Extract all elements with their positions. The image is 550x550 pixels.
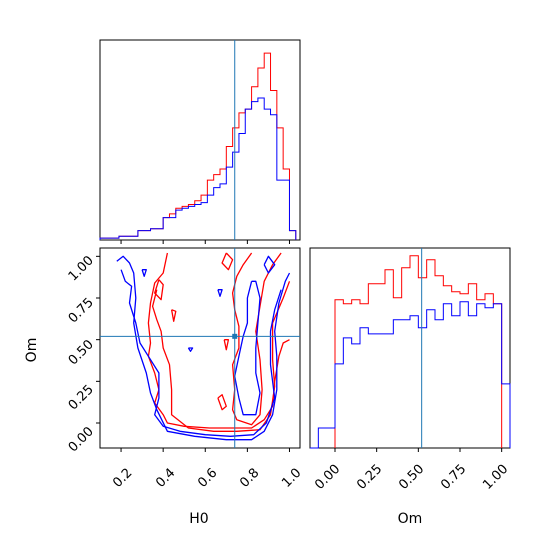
h0-hist-frame bbox=[99, 39, 301, 241]
contour-frame bbox=[99, 247, 301, 449]
h0-hist-series-1 bbox=[99, 97, 297, 240]
contour-line-0-1 bbox=[151, 281, 291, 432]
contour-line-0-3 bbox=[217, 394, 227, 411]
om-x-tick: 0.25 bbox=[354, 462, 385, 493]
contour-y-tick: 0.50 bbox=[66, 337, 97, 368]
om-x-tick: 0.00 bbox=[312, 462, 343, 493]
contour-x-tick: 0.8 bbox=[237, 466, 262, 491]
reference-point-marker bbox=[232, 333, 238, 339]
contour-line-1-2 bbox=[234, 280, 261, 416]
contour-x-tick: 0.6 bbox=[195, 466, 220, 491]
contour-line-1-5 bbox=[187, 347, 194, 352]
contour-line-1-0 bbox=[116, 255, 291, 441]
contour-line-1-6 bbox=[263, 255, 276, 274]
om-x-tick: 0.50 bbox=[396, 462, 427, 493]
contour-x-tick: 0.2 bbox=[110, 466, 135, 491]
contour-y-tick: 0.75 bbox=[66, 295, 97, 326]
om-x-tick: 1.00 bbox=[480, 462, 511, 493]
contour-line-1-4 bbox=[141, 269, 147, 277]
h0-hist-series-0 bbox=[99, 52, 297, 240]
contour-line-0-7 bbox=[221, 252, 234, 271]
contour-line-0-4 bbox=[223, 339, 230, 351]
contour-x-tick: 1.0 bbox=[279, 466, 304, 491]
contour-x-tick: 0.4 bbox=[153, 466, 178, 491]
contour-line-0-5 bbox=[170, 309, 177, 322]
contour-line-1-3 bbox=[217, 289, 223, 297]
contour-line-1-1 bbox=[120, 269, 282, 437]
om-x-axis-label: Om bbox=[398, 511, 423, 527]
contour-line-0-6 bbox=[154, 279, 164, 301]
contour-y-tick: 1.00 bbox=[66, 253, 97, 284]
om-x-ticks: 0.00 0.25 0.50 0.75 1.00 bbox=[312, 462, 511, 493]
contour-x-axis-label: H0 bbox=[189, 511, 208, 527]
om-histogram-panel bbox=[310, 248, 511, 452]
h0-om-contour-panel bbox=[96, 248, 300, 452]
contour-y-axis-label: Om bbox=[24, 338, 40, 363]
contour-y-tick: 0.00 bbox=[66, 424, 97, 455]
om-hist-series-1 bbox=[310, 301, 511, 449]
h0-histogram-panel bbox=[99, 40, 297, 244]
contour-x-ticks: 0.2 0.4 0.6 0.8 1.0 bbox=[110, 466, 304, 491]
om-hist-frame bbox=[309, 247, 511, 449]
om-hist-series-0 bbox=[334, 255, 503, 448]
contour-y-ticks: 0.00 0.25 0.50 0.75 1.00 bbox=[66, 253, 97, 455]
contour-y-tick: 0.25 bbox=[66, 382, 97, 413]
om-x-tick: 0.75 bbox=[438, 462, 469, 493]
contour-lines bbox=[116, 252, 291, 441]
